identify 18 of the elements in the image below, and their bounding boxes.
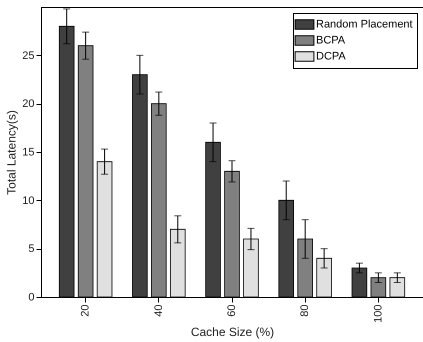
x-tick-label: 100: [372, 304, 384, 323]
y-tick-label: 10: [22, 194, 34, 207]
x-tick-label: 20: [80, 304, 92, 317]
x-tick-label: 80: [299, 304, 312, 317]
y-tick-label: 15: [22, 146, 34, 158]
legend-label: Random Placement: [316, 18, 413, 30]
bar: [352, 268, 368, 298]
y-tick-label: 25: [22, 50, 34, 62]
legend-label: BCPA: [316, 34, 346, 46]
bar: [390, 277, 406, 298]
legend-label: DCPA: [316, 50, 346, 62]
y-tick-label: 0: [28, 292, 34, 304]
x-tick-label: 60: [226, 304, 238, 317]
y-axis-title: Total Latency(s): [4, 110, 18, 195]
x-axis-title: Cache Size (%): [190, 324, 274, 339]
y-tick-label: 20: [22, 98, 34, 110]
x-tick-label: 40: [152, 304, 165, 317]
y-tick-label: 5: [28, 243, 34, 256]
